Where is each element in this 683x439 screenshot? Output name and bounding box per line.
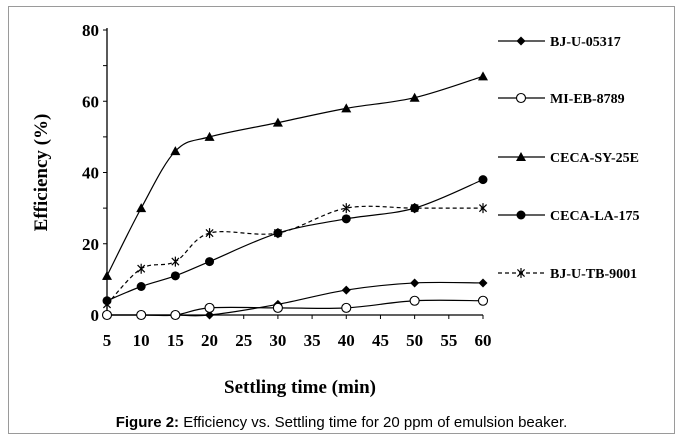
x-tick-label: 40 xyxy=(338,331,355,350)
y-tick-labels: 0 20 40 60 80 xyxy=(82,21,99,325)
data-point-bj-u-tb-9001 xyxy=(171,256,180,267)
data-point-mi-eb-8789 xyxy=(204,302,215,313)
data-point-ceca-la-175 xyxy=(205,257,215,267)
series-line-bj-u-tb-9001 xyxy=(106,205,483,305)
x-tick-label: 60 xyxy=(475,331,492,350)
x-tick-label: 20 xyxy=(201,331,218,350)
x-tick-labels: 5 10 15 20 25 30 35 40 45 50 55 60 xyxy=(103,331,492,350)
legend-item-bj-u-05317: BJ-U-05317 xyxy=(498,35,621,50)
data-point-bj-u-05317 xyxy=(205,310,215,320)
data-point-ceca-sy-25e xyxy=(136,203,147,213)
data-point-ceca-la-175 xyxy=(170,271,180,281)
x-tick-label: 50 xyxy=(406,331,423,350)
data-point-bj-u-tb-9001 xyxy=(478,203,488,214)
caption-text: Efficiency vs. Settling time for 20 ppm … xyxy=(183,414,568,431)
data-point-bj-u-tb-9001 xyxy=(137,263,146,274)
legend-item-ceca-sy-25e: CECA-SY-25E xyxy=(498,151,639,166)
data-point-bj-u-05317 xyxy=(410,278,420,288)
data-point-bj-u-tb-9001 xyxy=(410,203,419,214)
legend-label: BJ-U-05317 xyxy=(550,35,621,50)
series-mi-eb-8789 xyxy=(101,295,489,321)
data-point-mi-eb-8789 xyxy=(170,309,181,321)
data-point-ceca-sy-25e xyxy=(341,103,352,113)
legend-marker xyxy=(516,36,526,46)
series-bj-u-tb-9001 xyxy=(102,203,488,310)
data-point-ceca-sy-25e xyxy=(170,146,181,156)
legend-marker xyxy=(516,210,526,220)
y-tick-label: 0 xyxy=(91,306,100,325)
data-point-mi-eb-8789 xyxy=(272,302,283,313)
x-tick-label: 5 xyxy=(103,331,112,350)
series-line-bj-u-05317 xyxy=(107,281,484,317)
y-tick-label: 80 xyxy=(82,21,99,40)
x-tick-label: 25 xyxy=(235,331,252,350)
legend-label: CECA-SY-25E xyxy=(550,151,639,166)
data-point-ceca-sy-25e xyxy=(272,117,283,127)
legend-label: CECA-LA-175 xyxy=(550,209,639,224)
data-point-ceca-la-175 xyxy=(136,282,146,291)
legend-marker xyxy=(515,92,527,104)
y-axis-label: Efficiency (%) xyxy=(31,114,52,232)
legend-marker xyxy=(516,152,526,161)
legend-item-mi-eb-8789: MI-EB-8789 xyxy=(498,92,625,107)
data-point-ceca-sy-25e xyxy=(102,270,112,280)
data-point-bj-u-05317 xyxy=(341,285,351,295)
legend-marker xyxy=(516,268,526,278)
data-point-bj-u-05317 xyxy=(478,278,488,288)
data-point-bj-u-tb-9001 xyxy=(273,228,282,239)
data-point-mi-eb-8789 xyxy=(409,295,420,306)
legend-item-bj-u-tb-9001: BJ-U-TB-9001 xyxy=(498,267,637,282)
figure-caption: Figure 2: Efficiency vs. Settling time f… xyxy=(0,414,683,431)
legend-label: MI-EB-8789 xyxy=(550,92,625,107)
efficiency-chart: 0 20 40 60 80 5 10 15 20 25 30 35 40 45 50 55 60 Effici… xyxy=(31,21,639,398)
data-point-ceca-sy-25e xyxy=(478,71,488,81)
series-bj-u-05317 xyxy=(102,278,488,320)
x-tick-label: 35 xyxy=(304,331,321,350)
caption-label: Figure 2: xyxy=(115,414,180,431)
y-tick-label: 60 xyxy=(82,92,99,111)
data-point-mi-eb-8789 xyxy=(101,309,113,321)
y-tick-label: 40 xyxy=(82,164,99,183)
series-ceca-la-175 xyxy=(102,175,488,306)
data-point-mi-eb-8789 xyxy=(477,295,489,306)
x-tick-label: 10 xyxy=(133,331,150,350)
series-line-mi-eb-8789 xyxy=(107,299,484,317)
data-point-mi-eb-8789 xyxy=(136,309,147,321)
data-point-bj-u-tb-9001 xyxy=(205,228,214,239)
data-point-ceca-sy-25e xyxy=(204,131,215,141)
legend-label: BJ-U-TB-9001 xyxy=(550,267,637,282)
x-tick-label: 55 xyxy=(440,331,457,350)
data-point-bj-u-tb-9001 xyxy=(342,203,351,214)
data-point-ceca-la-175 xyxy=(341,214,351,224)
legend: BJ-U-05317 MI-EB-8789 CECA-SY-25E CECA-LA-1… xyxy=(498,35,639,282)
legend-item-ceca-la-175: CECA-LA-175 xyxy=(498,209,639,224)
x-axis-label: Settling time (min) xyxy=(224,377,376,398)
y-tick-label: 20 xyxy=(82,235,99,254)
series-group xyxy=(101,71,489,321)
data-point-mi-eb-8789 xyxy=(341,302,352,313)
data-point-ceca-sy-25e xyxy=(409,92,420,102)
x-tick-label: 15 xyxy=(167,331,184,350)
series-line-ceca-sy-25e xyxy=(106,75,484,277)
x-tick-label: 30 xyxy=(269,331,286,350)
data-point-ceca-la-175 xyxy=(478,175,488,185)
x-tick-label: 45 xyxy=(372,331,389,350)
series-ceca-sy-25e xyxy=(102,71,488,280)
data-point-bj-u-tb-9001 xyxy=(102,299,112,310)
